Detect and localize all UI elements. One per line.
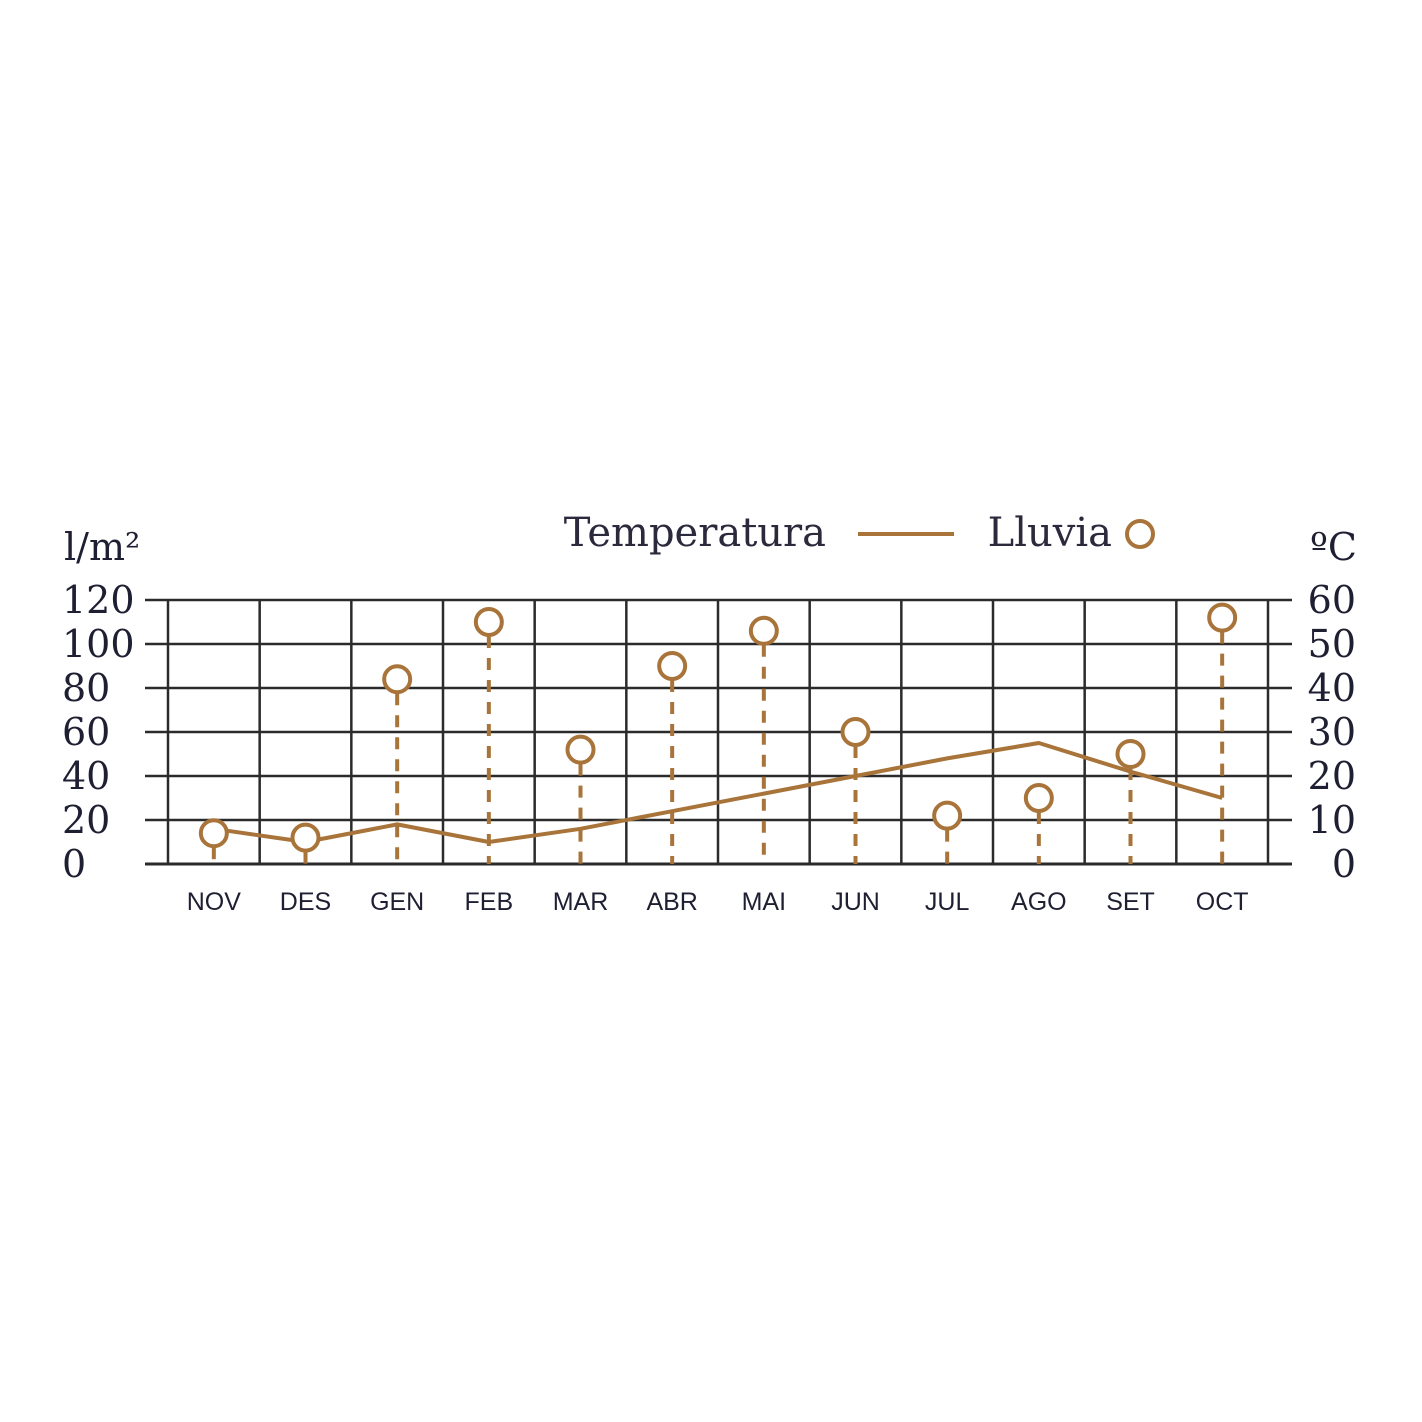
y-tick-left: 40	[62, 754, 110, 798]
y-tick-left: 20	[62, 798, 110, 842]
y-tick-right: 30	[1308, 710, 1356, 754]
y-tick-right: 0	[1332, 842, 1356, 886]
legend-label-temperatura: Temperatura	[564, 510, 826, 556]
chart-series	[198, 602, 1238, 864]
rain-point	[748, 615, 779, 646]
rain-point	[840, 717, 871, 747]
y-tick-left: 120	[62, 578, 135, 622]
x-tick-label: SET	[1106, 888, 1155, 916]
x-tick-label: JUL	[925, 888, 970, 916]
legend-label-lluvia: Lluvia	[988, 510, 1112, 556]
rain-point	[382, 664, 413, 695]
y-tick-left: 80	[62, 666, 110, 710]
chart-grid	[145, 598, 1292, 866]
y-tick-right: 20	[1308, 754, 1356, 798]
rain-point	[1023, 783, 1054, 813]
rain-point	[932, 800, 963, 831]
x-tick-label: GEN	[370, 888, 424, 916]
x-tick-label: MAR	[553, 888, 609, 916]
y-tick-right: 40	[1308, 666, 1356, 710]
x-tick-label: DES	[280, 888, 331, 916]
x-tick-label: NOV	[187, 888, 242, 916]
rain-point	[1115, 739, 1146, 769]
x-tick-label: FEB	[465, 888, 514, 916]
x-tick-label: OCT	[1196, 888, 1249, 916]
rain-point	[565, 734, 596, 765]
rain-point	[657, 651, 688, 681]
x-tick-label: ABR	[646, 888, 697, 916]
temperature-line	[213, 741, 1223, 844]
left-axis-unit: l/m²	[64, 525, 140, 569]
y-tick-right: 60	[1308, 578, 1356, 622]
legend: Temperatura Lluvia	[564, 510, 1155, 556]
rain-point	[198, 818, 229, 849]
rain-point	[473, 607, 504, 637]
x-tick-label: MAI	[742, 888, 786, 916]
y-tick-left: 0	[62, 842, 86, 886]
x-tick-label: JUN	[831, 888, 880, 916]
y-tick-left: 100	[62, 622, 135, 666]
y-tick-right: 50	[1308, 622, 1356, 666]
y-tick-left: 60	[62, 710, 110, 754]
rain-point	[1207, 602, 1238, 633]
right-axis-unit: ºC	[1310, 525, 1357, 569]
rain-point	[290, 822, 321, 853]
y-tick-right: 10	[1308, 798, 1356, 842]
legend-circle-swatch	[1125, 519, 1155, 549]
x-tick-label: AGO	[1011, 888, 1067, 916]
